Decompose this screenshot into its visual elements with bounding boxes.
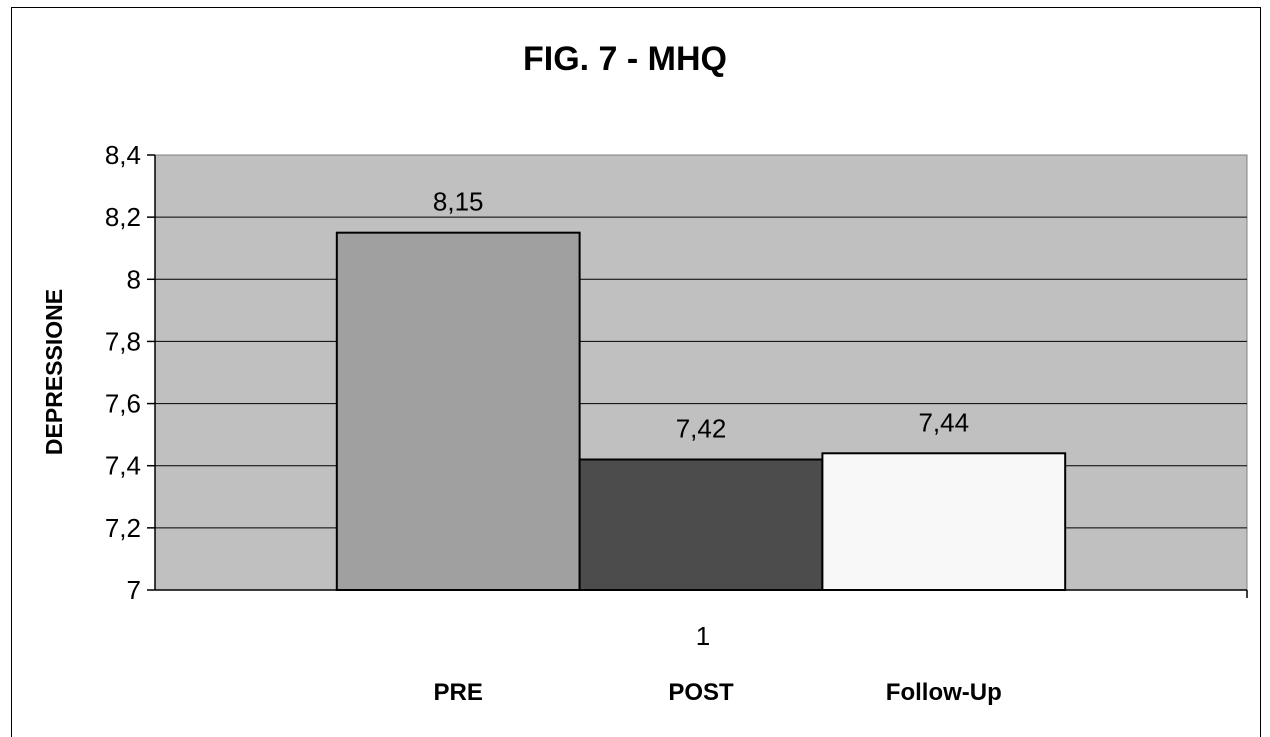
y-tick-labels: 7 7,2 7,4 7,6 7,8 8 8,2 8,4 [105,140,141,605]
category-label: POST [668,679,734,706]
bars [335,231,1067,592]
chart-title: FIG. 7 - MHQ [523,40,727,78]
y-tick-label: 8 [127,264,141,294]
category-label: Follow-Up [886,679,1002,706]
y-tick-label: 7,6 [105,389,141,419]
data-label: 8,15 [433,187,484,217]
data-label: 7,42 [676,414,727,444]
y-tick-label: 7,4 [105,451,141,481]
bar-post [578,458,824,591]
category-label: PRE [434,679,483,706]
x-tick-label: 1 [696,621,710,651]
bar-pre [335,231,581,592]
y-tick-label: 7 [127,575,141,605]
chart-frame [11,7,1261,737]
data-label: 7,44 [918,407,969,437]
axes [147,154,1248,598]
y-axis-label: DEPRESSIONE [41,289,67,455]
y-tick-label: 7,2 [105,513,141,543]
y-tick-label: 7,8 [105,326,141,356]
y-tick-label: 8,2 [105,202,141,232]
y-tick-label: 8,4 [105,140,141,170]
bar-follow-up [821,452,1067,591]
category-labels: PRE POST Follow-Up [434,679,1002,706]
data-labels: 8,15 7,42 7,44 [433,187,969,444]
